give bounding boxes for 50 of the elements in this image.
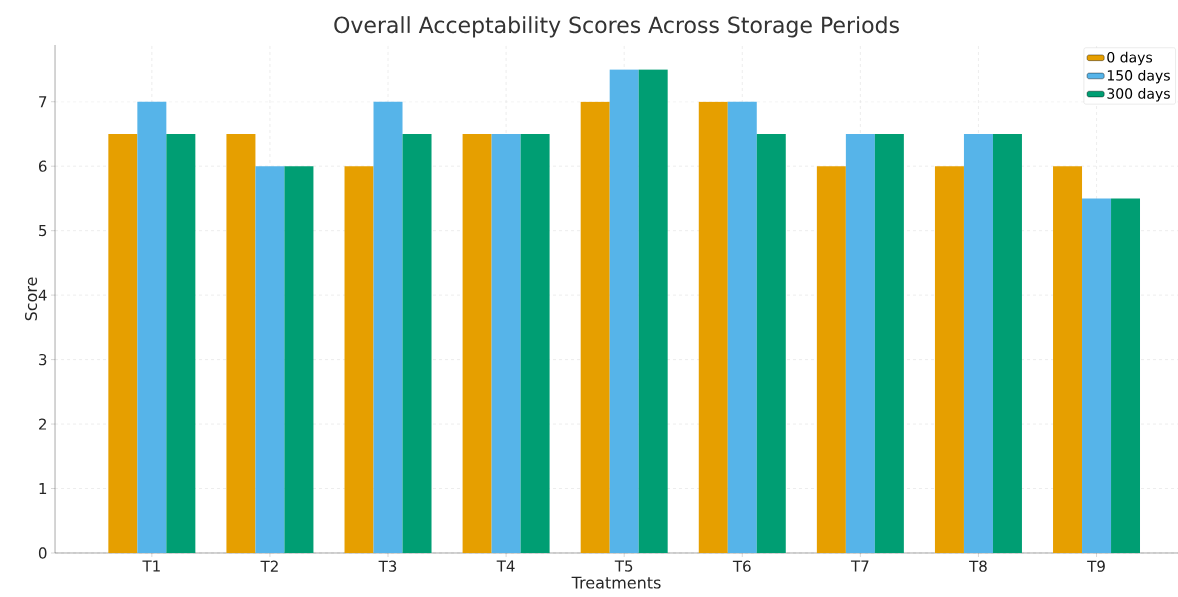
- x-tick-label: T4: [496, 560, 515, 572]
- x-axis-title: Treatments: [571, 576, 661, 589]
- bar: [1053, 166, 1083, 553]
- x-tick-label: T6: [732, 560, 751, 572]
- bar: [609, 69, 639, 553]
- bar: [992, 133, 1022, 553]
- y-tick-label: 6: [38, 160, 47, 172]
- bar: [491, 133, 521, 553]
- y-tick-label: 0: [38, 547, 47, 559]
- bar: [344, 166, 374, 553]
- bar: [166, 133, 196, 553]
- legend-label: 300 days: [1107, 88, 1170, 102]
- x-tick-label: T3: [378, 560, 397, 572]
- y-tick-label: 4: [38, 289, 47, 301]
- bar: [698, 101, 728, 553]
- bar: [226, 133, 256, 553]
- bar: [963, 133, 993, 553]
- y-tick-label: 2: [39, 418, 46, 430]
- chart-title: Overall Acceptability Scores Across Storage Periods: [334, 16, 899, 38]
- bar: [462, 133, 492, 553]
- x-tick-label: T1: [142, 560, 160, 572]
- legend-label: 150 days: [1107, 69, 1170, 84]
- bar: [727, 101, 757, 553]
- y-tick-label: 7: [39, 96, 47, 108]
- bar: [402, 133, 432, 553]
- x-tick-label: T2: [260, 560, 278, 572]
- x-tick-label: T7: [850, 560, 869, 572]
- bar: [520, 133, 550, 553]
- y-tick-label: 1: [39, 483, 47, 494]
- bar: [816, 166, 846, 553]
- bar: [255, 166, 285, 553]
- bar: [756, 133, 786, 553]
- bar: [373, 101, 403, 553]
- x-tick-label: T5: [614, 560, 633, 572]
- bar: [1082, 198, 1112, 553]
- bar: [934, 166, 964, 553]
- bar: [580, 101, 610, 553]
- bar: [137, 101, 167, 553]
- bar: [638, 69, 668, 553]
- y-axis-title: Score: [24, 277, 38, 321]
- bar: [108, 133, 138, 553]
- y-tick-label: 3: [39, 353, 47, 366]
- legend-label: 0 days: [1107, 51, 1153, 66]
- y-tick-label: 5: [39, 225, 47, 237]
- bar: [874, 133, 904, 553]
- bar: [284, 166, 314, 553]
- x-tick-label: T8: [969, 560, 987, 572]
- bar: [1111, 198, 1141, 553]
- x-tick-label: T9: [1087, 560, 1105, 572]
- bar: [845, 133, 875, 553]
